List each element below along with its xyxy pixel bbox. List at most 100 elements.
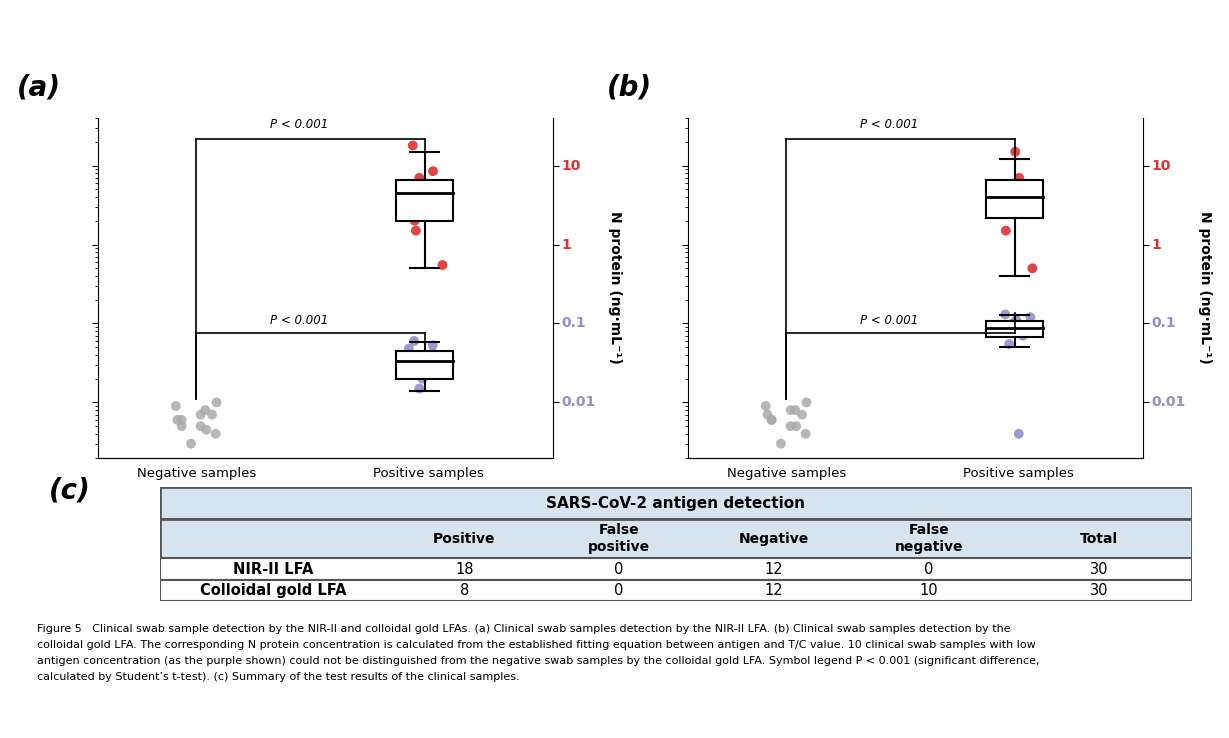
Point <box>430 359 450 370</box>
Bar <box>986 321 1043 337</box>
Text: P < 0.001: P < 0.001 <box>860 118 918 131</box>
Text: 0.1: 0.1 <box>1152 317 1176 331</box>
Text: 0.1: 0.1 <box>562 317 586 331</box>
Text: Positive: Positive <box>433 531 495 545</box>
Point <box>999 338 1019 350</box>
Point <box>1003 317 1023 329</box>
Bar <box>396 351 454 379</box>
X-axis label: Colloidal gold LFA: Colloidal gold LFA <box>841 487 991 503</box>
Point <box>423 165 442 177</box>
Point <box>762 414 782 426</box>
Point <box>994 207 1014 219</box>
Text: 0.01: 0.01 <box>1152 396 1186 410</box>
Text: 0: 0 <box>614 583 624 599</box>
Point <box>762 414 782 426</box>
Point <box>404 215 424 227</box>
Point <box>419 184 439 196</box>
Point <box>433 259 452 271</box>
Point <box>757 409 777 421</box>
Text: 0: 0 <box>614 562 624 576</box>
Point <box>406 356 425 368</box>
Text: 12: 12 <box>764 562 783 576</box>
Text: 10: 10 <box>562 159 581 173</box>
Text: colloidal gold LFA. The corresponding N protein concentration is calculated from: colloidal gold LFA. The corresponding N … <box>37 640 1036 650</box>
Text: 1: 1 <box>562 238 571 252</box>
Point <box>167 414 187 426</box>
Point <box>419 351 439 362</box>
Point <box>172 414 192 426</box>
Point <box>1013 330 1032 342</box>
Point <box>994 196 1014 207</box>
Point <box>780 404 800 416</box>
Text: calculated by Student’s t-test). (c) Summary of the test results of the clinical: calculated by Student’s t-test). (c) Sum… <box>37 672 520 683</box>
Point <box>406 225 425 237</box>
Point <box>1005 146 1025 158</box>
Point <box>203 409 222 421</box>
Text: 10: 10 <box>919 583 938 599</box>
Point <box>415 180 435 192</box>
Text: 30: 30 <box>1090 562 1109 576</box>
Text: False
positive: False positive <box>589 523 650 554</box>
Text: P < 0.001: P < 0.001 <box>270 314 328 327</box>
Point <box>423 339 442 351</box>
Point <box>404 201 424 213</box>
Point <box>413 373 433 384</box>
Point <box>993 325 1013 337</box>
Point <box>205 428 225 440</box>
Point <box>409 172 429 184</box>
Text: 12: 12 <box>764 583 783 599</box>
Point <box>796 396 816 408</box>
Point <box>195 404 215 416</box>
Point <box>403 139 423 151</box>
Point <box>172 420 192 432</box>
Y-axis label: N protein (ng·mL⁻¹): N protein (ng·mL⁻¹) <box>1198 211 1212 365</box>
Point <box>793 409 812 421</box>
Text: antigen concentration (as the purple shown) could not be distinguished from the : antigen concentration (as the purple sho… <box>37 656 1040 666</box>
Point <box>197 424 216 435</box>
X-axis label: NIR-II LFA: NIR-II LFA <box>284 487 367 503</box>
Text: 1: 1 <box>1152 238 1161 252</box>
Bar <box>160 487 1192 519</box>
Point <box>1009 428 1029 440</box>
Point <box>404 335 424 347</box>
Text: Figure 5   Clinical swab sample detection by the NIR-II and colloidal gold LFAs.: Figure 5 Clinical swab sample detection … <box>37 624 1010 634</box>
Text: 8: 8 <box>460 583 469 599</box>
Text: NIR-II LFA: NIR-II LFA <box>234 562 313 576</box>
Point <box>1007 314 1026 326</box>
Text: False
negative: False negative <box>895 523 964 554</box>
Point <box>785 404 805 416</box>
Text: (a): (a) <box>16 73 60 101</box>
Point <box>1023 263 1042 275</box>
Bar <box>160 519 1192 558</box>
Point <box>795 428 815 440</box>
Text: 10: 10 <box>1152 159 1171 173</box>
Text: P < 0.001: P < 0.001 <box>860 314 918 327</box>
Point <box>181 438 200 449</box>
Bar <box>160 580 1192 601</box>
Point <box>1009 172 1029 184</box>
Text: 30: 30 <box>1090 583 1109 599</box>
Text: 0: 0 <box>924 562 934 576</box>
Bar <box>986 180 1043 218</box>
Text: Colloidal gold LFA: Colloidal gold LFA <box>200 583 347 599</box>
Text: 18: 18 <box>455 562 473 576</box>
Bar <box>160 558 1192 580</box>
Point <box>999 321 1019 333</box>
Point <box>399 342 419 354</box>
Point <box>166 400 186 412</box>
Text: Negative: Negative <box>739 531 809 545</box>
Point <box>190 420 210 432</box>
Text: Total: Total <box>1080 531 1118 545</box>
Point <box>409 382 429 394</box>
Point <box>410 190 430 201</box>
Text: P < 0.001: P < 0.001 <box>270 118 328 131</box>
Text: (b): (b) <box>606 73 651 101</box>
Point <box>206 396 226 408</box>
Point <box>1000 184 1020 196</box>
Y-axis label: N protein (ng·mL⁻¹): N protein (ng·mL⁻¹) <box>608 211 622 365</box>
Point <box>190 409 210 421</box>
Point <box>771 438 790 449</box>
Point <box>423 348 442 359</box>
Point <box>1020 311 1040 323</box>
Point <box>780 420 800 432</box>
